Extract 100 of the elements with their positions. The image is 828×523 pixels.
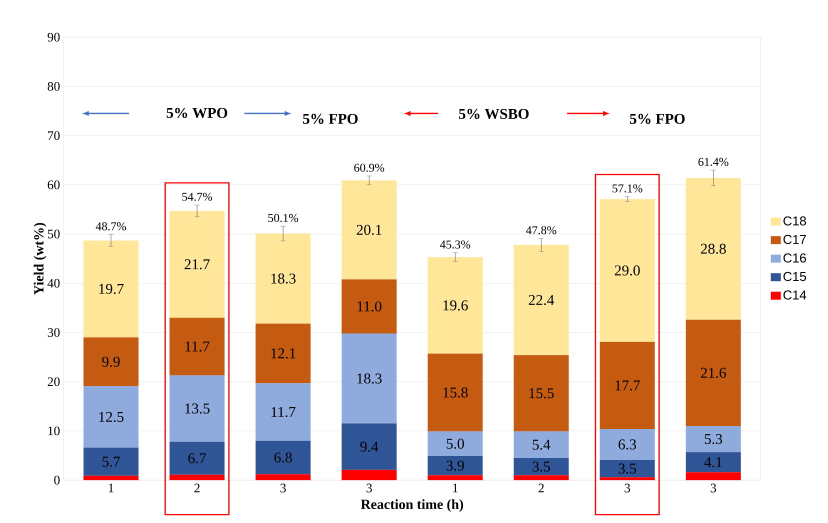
y-tick-label: 0 xyxy=(54,476,60,485)
data-label: 29.0 xyxy=(614,265,640,276)
x-axis-title: Reaction time (h) xyxy=(360,499,464,512)
data-label: 3.9 xyxy=(446,460,464,471)
bar xyxy=(428,456,483,476)
legend-label: C16 xyxy=(783,253,806,263)
y-tick-label: 70 xyxy=(48,131,60,140)
bar xyxy=(686,452,741,472)
bar xyxy=(256,440,311,474)
data-label: 3.5 xyxy=(618,464,636,474)
data-label: 5.7 xyxy=(102,456,120,467)
bar xyxy=(514,458,569,476)
bar xyxy=(600,477,655,480)
bar xyxy=(428,354,483,432)
data-label: 4.1 xyxy=(704,457,722,468)
bar xyxy=(600,428,655,460)
bar xyxy=(170,210,225,318)
y-tick-label: 50 xyxy=(48,230,60,238)
data-label: 6.8 xyxy=(274,452,292,463)
bar xyxy=(514,431,569,458)
data-label: 22.4 xyxy=(528,294,554,306)
bar xyxy=(342,470,397,480)
total-label: 47.8% xyxy=(526,226,556,234)
x-tick-label: 2 xyxy=(194,484,200,492)
bar xyxy=(686,426,741,452)
data-label: 5.3 xyxy=(704,434,722,444)
total-label: 48.7% xyxy=(96,222,126,230)
bar xyxy=(428,431,483,456)
y-axis-title: Yield (wt%) xyxy=(34,222,46,295)
bar xyxy=(256,474,311,480)
data-label: 18.3 xyxy=(357,373,382,384)
legend-label: C14 xyxy=(783,290,806,300)
x-tick-label: 3 xyxy=(710,484,716,492)
bar xyxy=(342,424,397,470)
bar xyxy=(84,448,139,476)
x-tick-label: 1 xyxy=(453,484,458,492)
bar xyxy=(84,476,139,480)
data-label: 20.1 xyxy=(356,224,382,235)
total-label: 50.1% xyxy=(268,214,298,222)
legend-label: C18 xyxy=(783,216,806,226)
x-tick-label: 1 xyxy=(108,484,114,492)
bar xyxy=(600,460,655,478)
legend-label: C17 xyxy=(783,234,806,244)
bar xyxy=(170,318,225,376)
y-tick-label: 10 xyxy=(48,426,60,436)
y-tick-label: 90 xyxy=(48,32,60,42)
data-label: 9.4 xyxy=(360,442,378,452)
data-label: 11.0 xyxy=(358,301,382,312)
total-label: 54.7% xyxy=(182,192,212,201)
data-label: 15.8 xyxy=(443,387,468,398)
data-label: 12.1 xyxy=(271,348,296,358)
data-label: 28.8 xyxy=(700,244,726,254)
bar xyxy=(342,333,397,424)
data-label: 19.6 xyxy=(443,300,468,310)
bar xyxy=(514,244,569,356)
data-label: 9.9 xyxy=(102,356,120,367)
data-label: 6.7 xyxy=(188,453,206,464)
x-tick-label: 2 xyxy=(538,484,544,492)
y-tick-label: 20 xyxy=(48,377,60,386)
data-label: 5.0 xyxy=(446,438,464,449)
bar xyxy=(170,442,225,475)
bar xyxy=(256,324,311,384)
total-label: 61.4% xyxy=(698,158,728,166)
bar xyxy=(84,337,139,386)
data-label: 21.6 xyxy=(700,368,726,378)
annotation: 5% WPO xyxy=(166,108,228,118)
bar xyxy=(342,180,397,280)
data-label: 19.7 xyxy=(99,284,124,294)
data-label: 6.3 xyxy=(618,439,636,450)
total-label: 45.3% xyxy=(440,240,470,249)
y-tick-label: 40 xyxy=(47,278,60,288)
bar xyxy=(170,375,225,442)
total-label: 60.9% xyxy=(354,164,384,172)
data-label: 18.3 xyxy=(271,274,296,284)
x-tick-label: 3 xyxy=(624,484,630,492)
data-label: 11.7 xyxy=(272,406,296,418)
data-label: 12.5 xyxy=(99,412,124,422)
bar xyxy=(600,199,655,342)
bar xyxy=(686,178,741,320)
bar xyxy=(84,240,139,338)
bar xyxy=(686,472,741,480)
bar xyxy=(256,383,311,441)
x-tick-label: 3 xyxy=(280,484,286,492)
data-label: 13.5 xyxy=(185,403,210,414)
bar xyxy=(514,475,569,480)
bar xyxy=(686,320,741,426)
data-label: 3.5 xyxy=(532,462,550,472)
total-label: 57.1% xyxy=(612,184,642,192)
annotation: 5% WSBO xyxy=(459,108,529,120)
data-label: 5.4 xyxy=(532,440,550,450)
y-tick-label: 30 xyxy=(48,328,60,337)
bar xyxy=(342,279,397,334)
data-label: 15.5 xyxy=(529,388,554,398)
data-label: 11.7 xyxy=(186,341,210,352)
bar xyxy=(428,257,483,354)
data-label: 21.7 xyxy=(184,259,210,270)
bar xyxy=(256,234,311,324)
legend-label: C15 xyxy=(783,272,806,282)
y-tick-label: 80 xyxy=(48,82,60,91)
data-label: 17.7 xyxy=(616,380,640,390)
